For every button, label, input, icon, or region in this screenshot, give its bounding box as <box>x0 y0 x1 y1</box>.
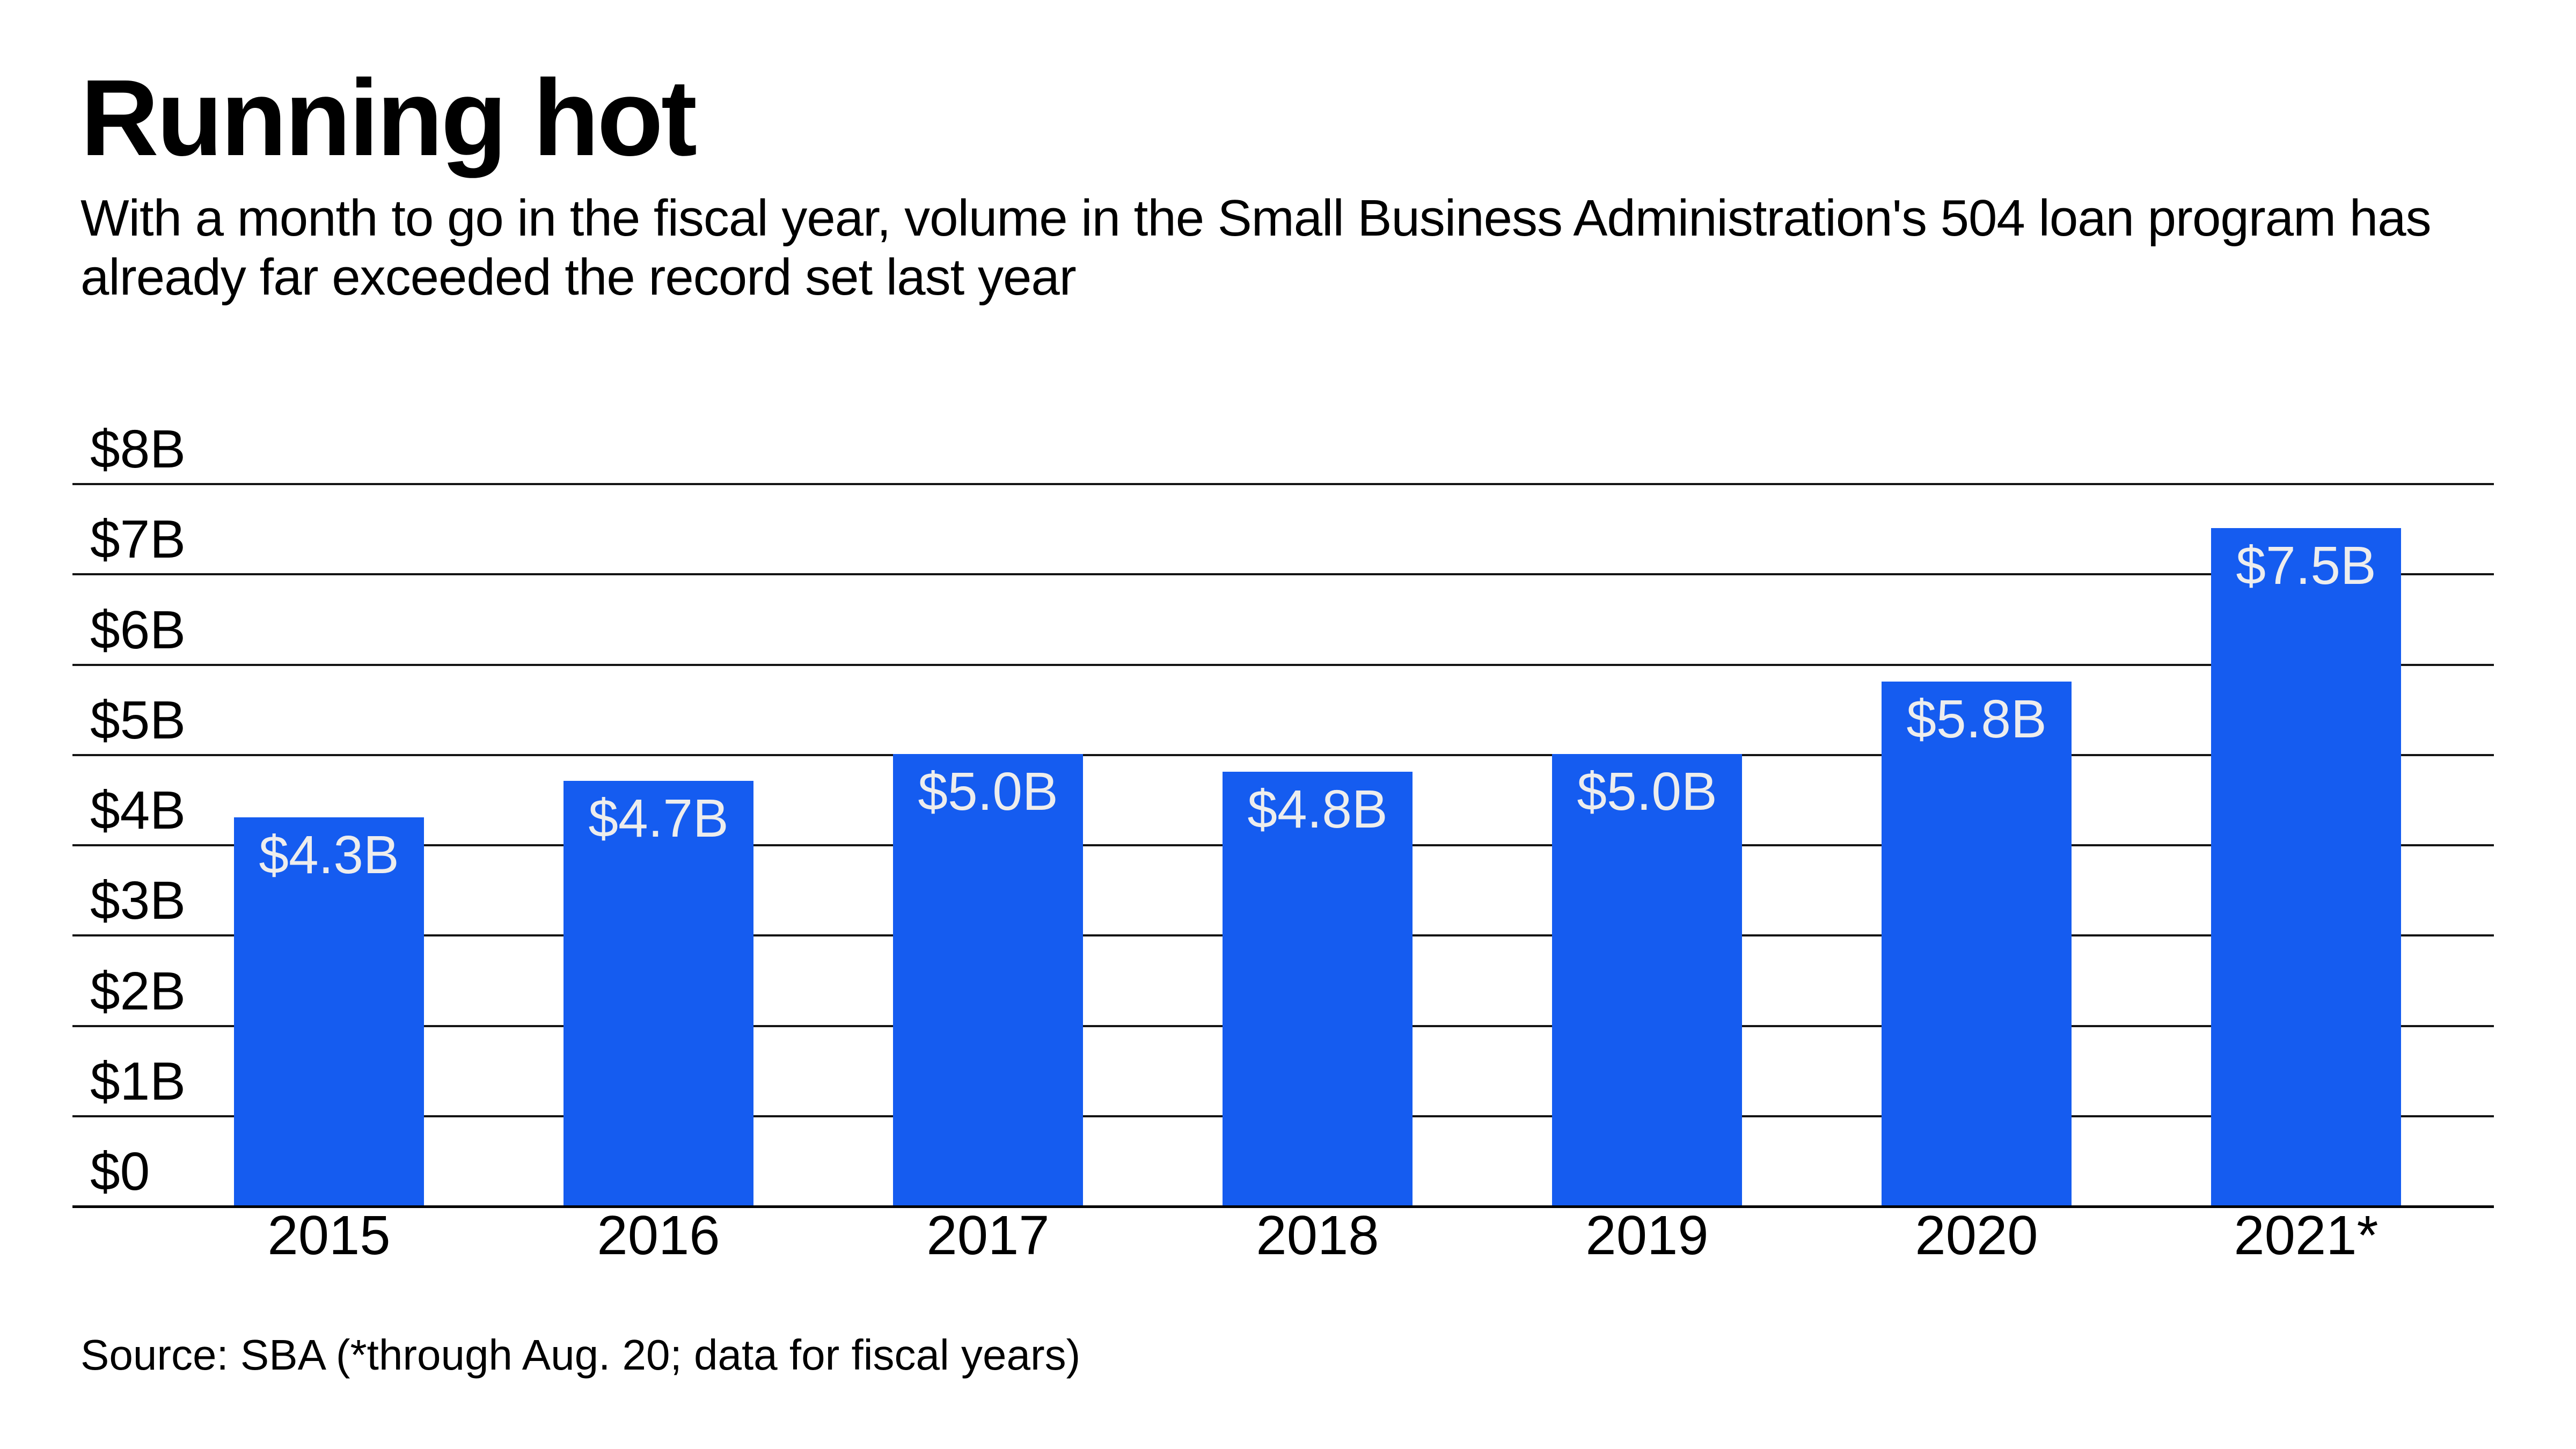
gridline-y-7 <box>72 573 2494 575</box>
bar-2018: $4.8B <box>1223 772 1413 1205</box>
bar-value-label: $5.0B <box>918 762 1058 822</box>
bar-2021: $7.5B <box>2211 528 2401 1205</box>
y-axis-tick-label: $2B <box>90 961 186 1021</box>
bar-2020: $5.8B <box>1882 682 2072 1205</box>
x-axis-tick-label: 2017 <box>926 1204 1050 1266</box>
y-axis-tick-label: $7B <box>90 509 186 569</box>
bar-2016: $4.7B <box>564 781 753 1205</box>
bar-value-label: $5.0B <box>1577 762 1717 822</box>
y-axis-tick-label: $8B <box>90 419 186 479</box>
y-axis-tick-label: $5B <box>90 690 186 750</box>
gridline-y-5 <box>72 754 2494 756</box>
bar-2015: $4.3B <box>234 817 424 1205</box>
x-axis-tick-label: 2018 <box>1256 1204 1379 1266</box>
y-axis-tick-label: $6B <box>90 600 186 660</box>
x-axis-tick-label: 2021* <box>2234 1204 2379 1266</box>
bar-2017: $5.0B <box>893 754 1083 1205</box>
bar-value-label: $7.5B <box>2236 536 2376 596</box>
y-axis-tick-label: $0 <box>90 1141 150 1202</box>
x-axis-tick-label: 2015 <box>267 1204 391 1266</box>
x-axis-tick-label: 2016 <box>597 1204 720 1266</box>
chart-title: Running hot <box>80 57 697 178</box>
bar-2019: $5.0B <box>1552 754 1742 1205</box>
gridline-y-8 <box>72 483 2494 485</box>
source-note: Source: SBA (*through Aug. 20; data for … <box>80 1331 1081 1379</box>
y-axis-tick-label: $4B <box>90 780 186 840</box>
gridline-y-6 <box>72 664 2494 666</box>
x-axis-tick-label: 2020 <box>1915 1204 2038 1266</box>
bar-value-label: $4.3B <box>259 825 399 885</box>
x-axis-tick-label: 2019 <box>1585 1204 1709 1266</box>
bar-value-label: $4.7B <box>588 788 729 848</box>
y-axis-tick-label: $1B <box>90 1051 186 1111</box>
bar-value-label: $5.8B <box>1906 689 2047 749</box>
y-axis-tick-label: $3B <box>90 870 186 931</box>
bar-value-label: $4.8B <box>1247 779 1388 839</box>
chart-subtitle: With a month to go in the fiscal year, v… <box>80 189 2432 306</box>
gridline-y-0 <box>72 1205 2494 1208</box>
